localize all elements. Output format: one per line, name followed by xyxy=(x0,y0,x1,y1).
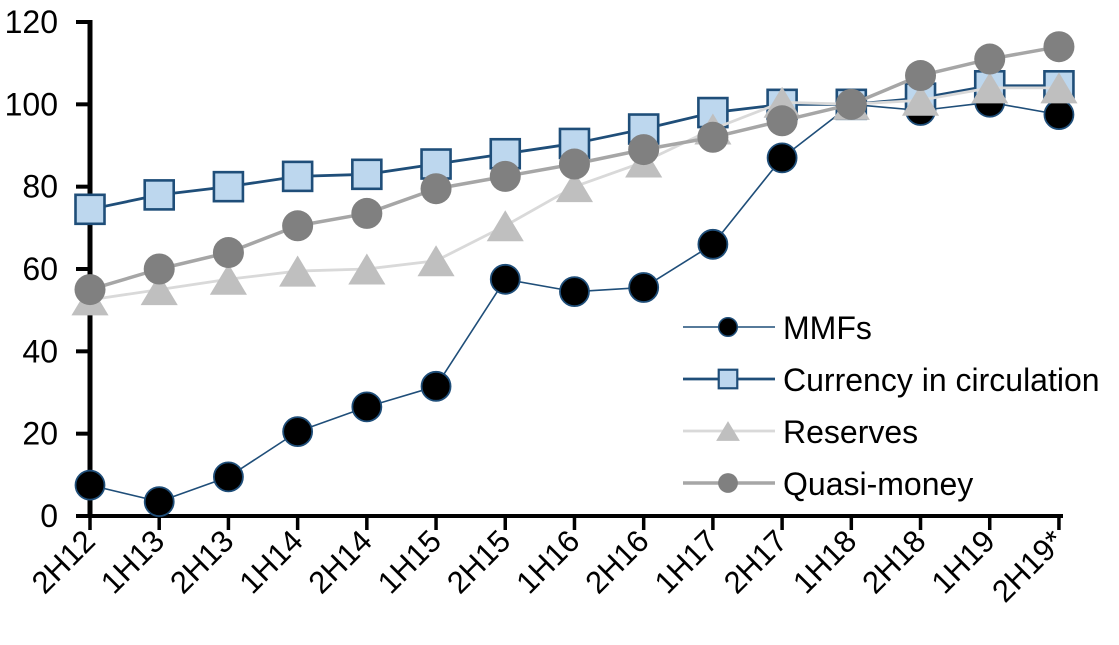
series-marker-mmfs xyxy=(697,228,729,260)
x-tick-label: 2H18 xyxy=(855,523,932,600)
series-marker-quasi-money xyxy=(1043,31,1075,63)
series-marker-mmfs xyxy=(1043,99,1075,131)
series-marker-reserves xyxy=(140,274,178,306)
x-tick-label: 2H13 xyxy=(163,523,240,600)
series-marker-reserves xyxy=(486,210,524,242)
x-axis: 2H121H132H131H142H141H152H151H162H161H17… xyxy=(25,517,1071,609)
series-marker-quasi-money xyxy=(558,148,590,180)
series-marker-reserves xyxy=(555,171,594,203)
series-quasi-money xyxy=(74,31,1075,306)
series-marker-quasi-money xyxy=(143,253,175,285)
series-marker-quasi-money xyxy=(905,60,937,92)
series-marker-mmfs xyxy=(559,276,590,308)
y-tick-label: 20 xyxy=(22,416,58,452)
series-marker-mmfs xyxy=(143,486,175,517)
x-tick-label: 1H13 xyxy=(94,523,171,600)
series-marker-quasi-money xyxy=(351,197,383,229)
y-tick-label: 0 xyxy=(40,498,58,534)
legend-marker-reserves xyxy=(716,421,740,441)
x-tick-label: 1H15 xyxy=(371,523,448,600)
legend-label-reserves: Reserves xyxy=(783,414,918,450)
series-marker-mmfs xyxy=(489,263,521,295)
series-marker-currency-in-circulation xyxy=(143,179,176,211)
series-marker-reserves xyxy=(417,245,455,277)
series-marker-quasi-money xyxy=(766,105,798,137)
x-tick-label: 2H19* xyxy=(985,523,1071,609)
legend: MMFs Currency in circulation Reserves Quasi… xyxy=(683,310,1100,502)
x-tick-label: 1H18 xyxy=(786,523,863,600)
series-marker-currency-in-circulation xyxy=(281,160,314,193)
series-marker-reserves xyxy=(279,255,317,287)
series-marker-reserves xyxy=(209,263,247,295)
y-tick-label: 40 xyxy=(22,333,58,369)
series-marker-quasi-money xyxy=(74,274,106,306)
y-tick-label: 80 xyxy=(22,169,58,205)
series-marker-reserves xyxy=(348,253,386,285)
x-tick-label: 1H17 xyxy=(648,523,725,600)
legend-item-mmfs: MMFs xyxy=(683,310,872,346)
series-marker-quasi-money xyxy=(212,237,244,269)
series-marker-currency-in-circulation xyxy=(74,193,106,226)
x-tick-label: 2H15 xyxy=(440,523,517,600)
legend-label-currency-in-circulation: Currency in circulation xyxy=(783,362,1100,398)
legend-label-quasi-money: Quasi-money xyxy=(783,466,973,502)
y-axis: 0 20 40 60 80 100 120 xyxy=(5,4,89,534)
series-marker-mmfs xyxy=(351,391,383,423)
series-reserves xyxy=(71,72,1078,316)
y-tick-label: 120 xyxy=(5,4,58,40)
series-marker-mmfs xyxy=(74,469,106,501)
series-marker-mmfs xyxy=(628,272,660,303)
series-marker-reserves xyxy=(1040,72,1078,104)
x-tick-label: 2H16 xyxy=(578,523,655,600)
y-tick-label: 100 xyxy=(5,86,58,122)
y-tick-label: 60 xyxy=(22,251,58,287)
legend-marker-quasi-money xyxy=(718,473,738,493)
series-marker-mmfs xyxy=(420,370,452,402)
series-marker-quasi-money xyxy=(489,160,521,192)
series-marker-quasi-money xyxy=(420,173,452,205)
series-marker-mmfs xyxy=(766,142,798,174)
series-marker-quasi-money xyxy=(974,43,1006,75)
series-marker-mmfs xyxy=(213,461,244,493)
series-marker-mmfs xyxy=(282,416,314,448)
legend-item-currency-in-circulation: Currency in circulation xyxy=(683,362,1100,398)
series-marker-currency-in-circulation xyxy=(351,158,383,191)
x-tick-label: 1H14 xyxy=(232,523,309,600)
legend-item-reserves: Reserves xyxy=(683,414,918,450)
series-mmfs xyxy=(74,86,1075,517)
series-marker-reserves xyxy=(971,72,1009,104)
legend-item-quasi-money: Quasi-money xyxy=(683,466,973,502)
series-marker-quasi-money xyxy=(628,134,660,166)
series-marker-quasi-money xyxy=(835,88,867,120)
x-tick-label: 2H14 xyxy=(302,523,379,600)
legend-marker-currency-in-circulation xyxy=(717,368,739,390)
series-marker-currency-in-circulation xyxy=(212,170,245,203)
series-marker-reserves xyxy=(901,84,940,116)
x-tick-label: 2H12 xyxy=(25,523,102,600)
x-tick-label: 2H17 xyxy=(717,523,794,600)
series-marker-quasi-money xyxy=(697,121,729,153)
x-tick-label: 1H16 xyxy=(509,523,586,600)
legend-marker-mmfs xyxy=(717,316,739,338)
legend-label-mmfs: MMFs xyxy=(783,310,872,346)
series-marker-quasi-money xyxy=(282,210,314,242)
